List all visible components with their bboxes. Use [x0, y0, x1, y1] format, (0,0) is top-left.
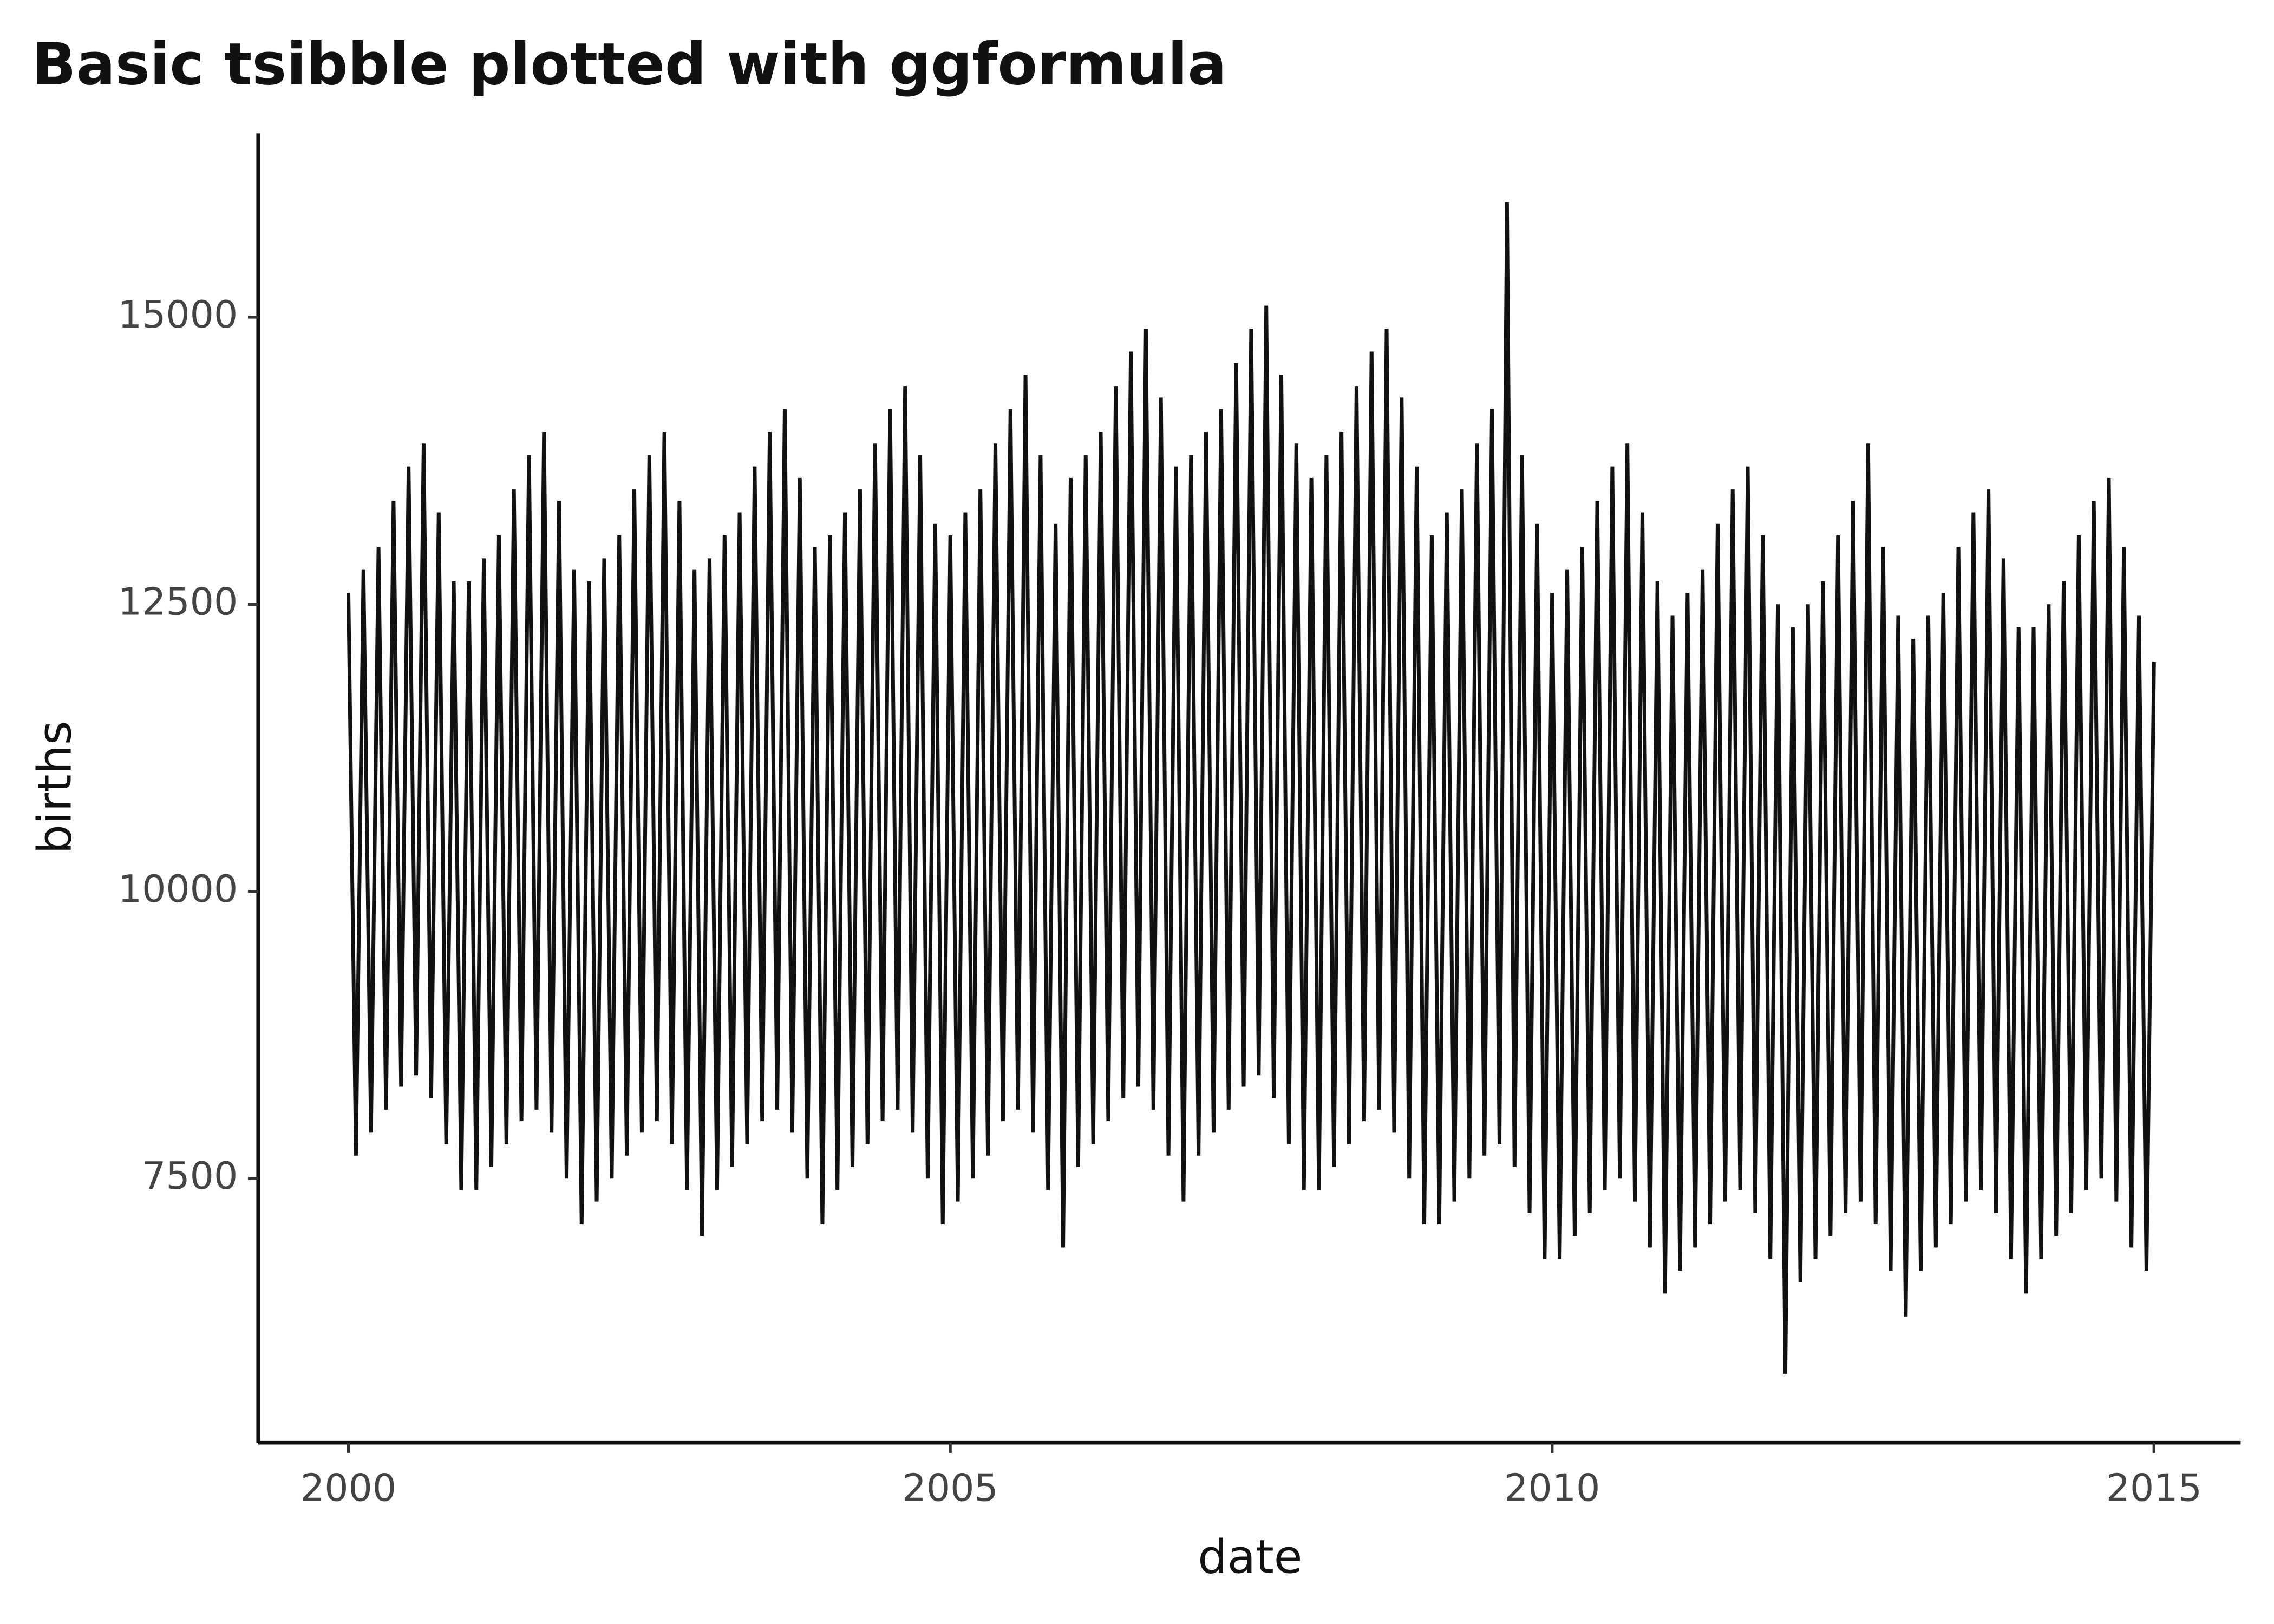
- y-axis-title: births: [28, 721, 82, 854]
- x-tick-label: 2015: [2106, 1466, 2202, 1510]
- y-tick-label: 7500: [142, 1154, 238, 1198]
- x-tick-label: 2005: [903, 1466, 998, 1510]
- y-tick-label: 12500: [118, 580, 238, 624]
- chart-title: Basic tsibble plotted with ggformula: [32, 31, 1227, 98]
- x-axis-title: date: [1198, 1530, 1302, 1584]
- x-tick-label: 2010: [1504, 1466, 1600, 1510]
- data-line: [347, 202, 2156, 1374]
- y-tick-label: 10000: [118, 867, 238, 911]
- y-tick-label: 15000: [118, 293, 238, 337]
- x-tick-label: 2000: [300, 1466, 396, 1510]
